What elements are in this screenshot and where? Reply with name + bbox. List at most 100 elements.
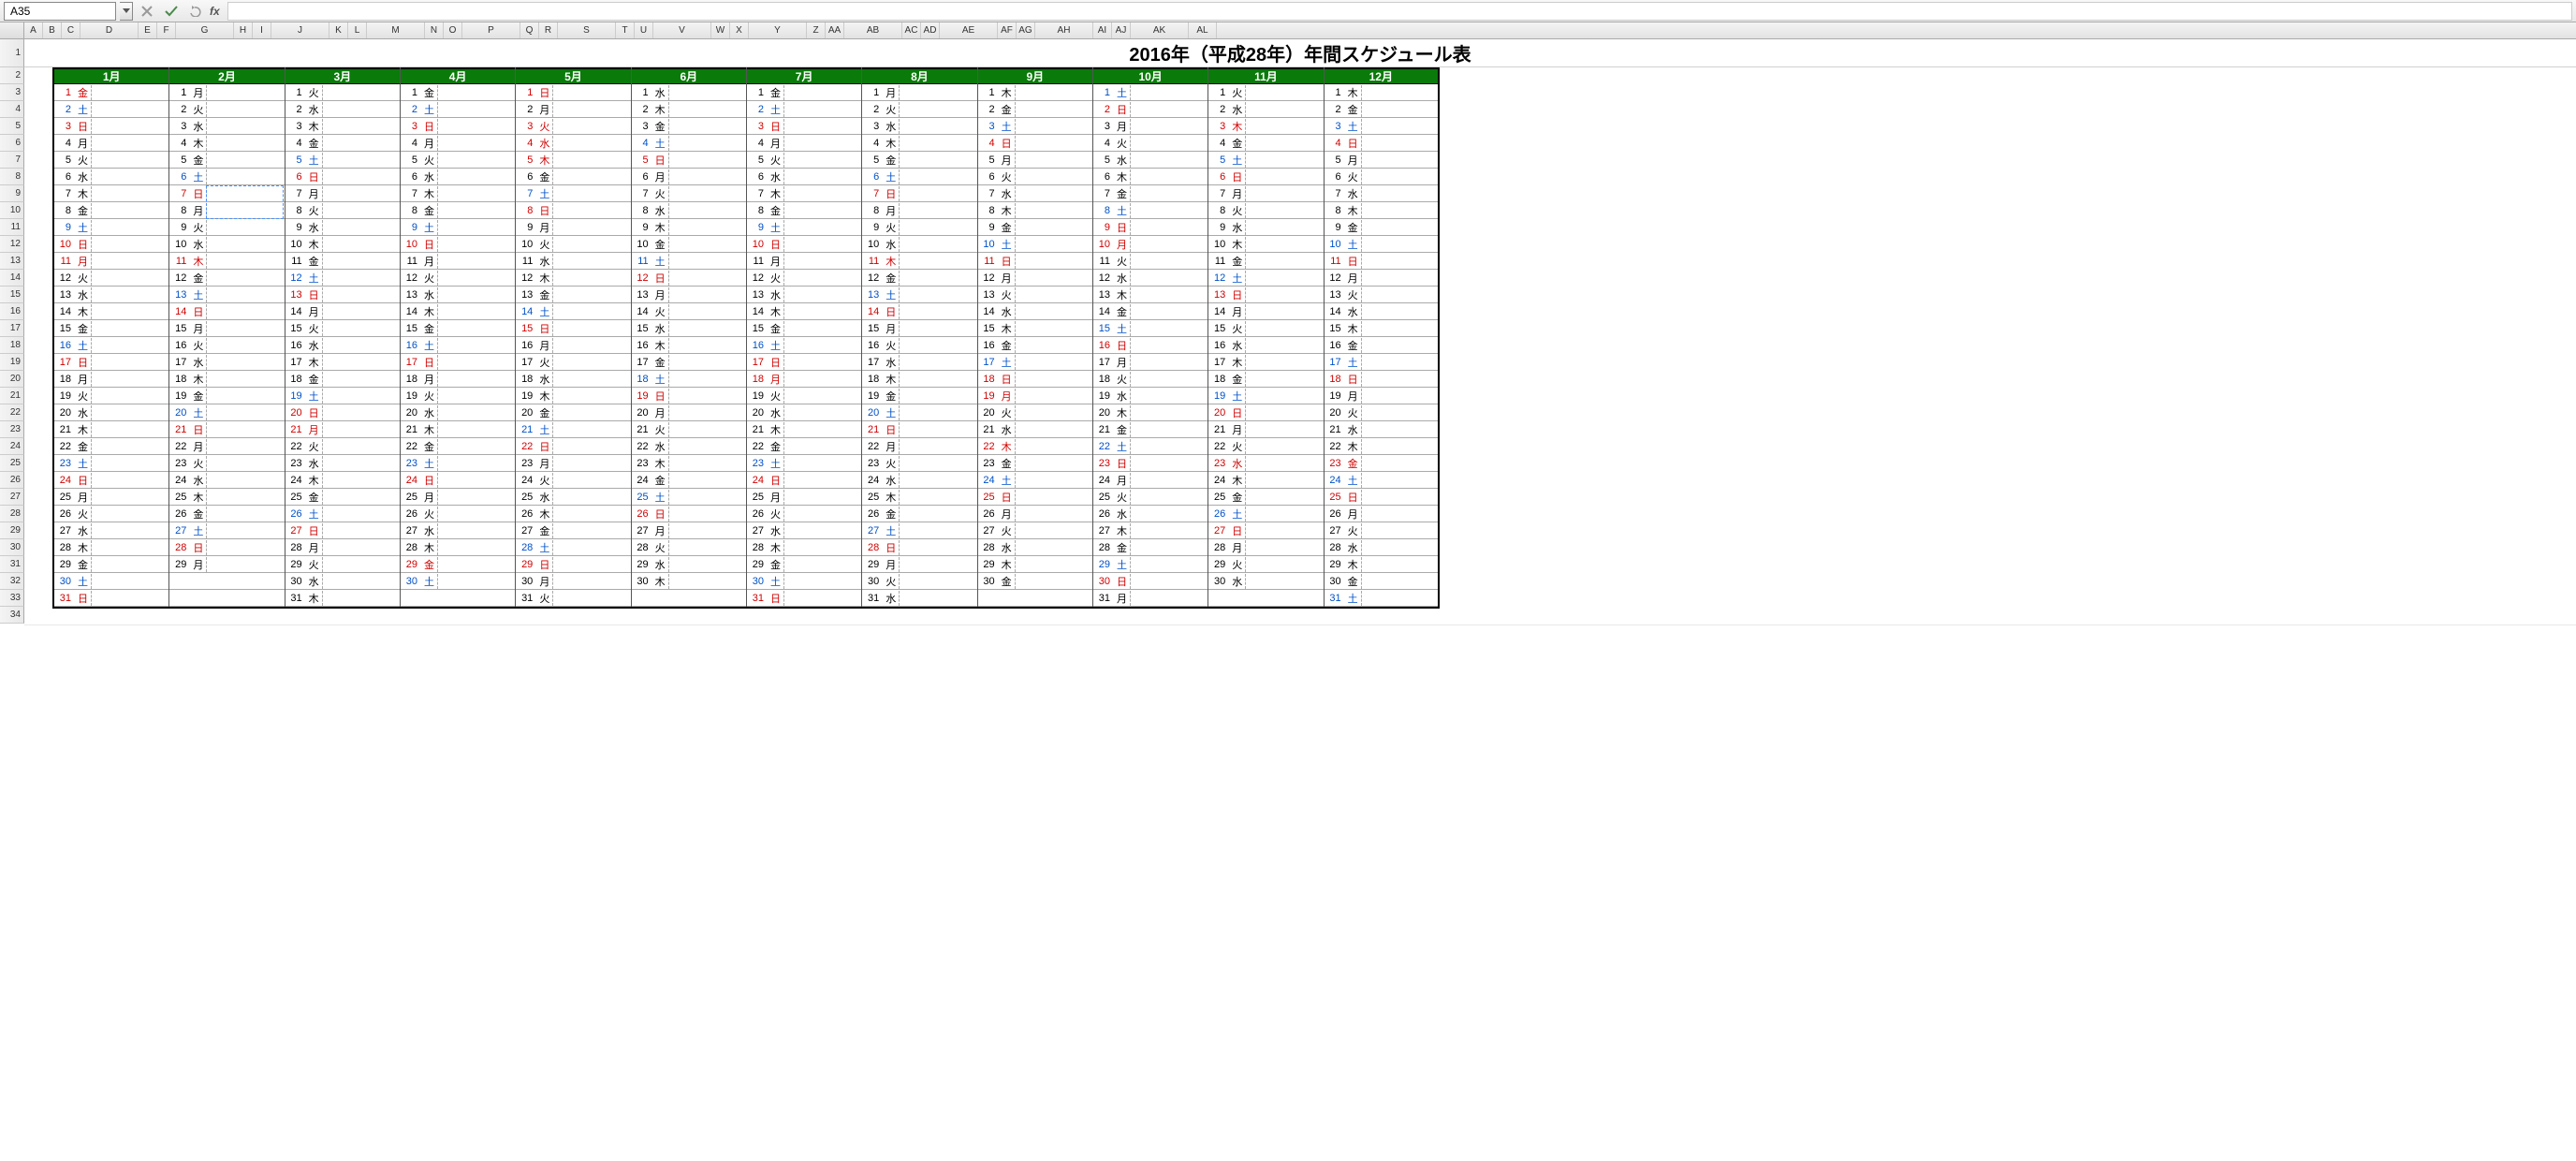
day-row[interactable]: 8火 [285, 202, 400, 219]
row-header[interactable]: 2 [0, 67, 24, 84]
day-row[interactable]: 18金 [1208, 371, 1323, 388]
day-row[interactable]: 11土 [632, 253, 746, 270]
row-header[interactable]: 17 [0, 320, 24, 337]
day-row[interactable]: 14木 [747, 303, 861, 320]
day-row[interactable]: 9火 [862, 219, 976, 236]
day-row[interactable]: 22土 [1093, 438, 1208, 455]
day-row[interactable]: 28水 [978, 539, 1092, 556]
day-row[interactable]: 23水 [1208, 455, 1323, 472]
day-row[interactable]: 15月 [862, 320, 976, 337]
cancel-button[interactable] [137, 2, 157, 21]
day-row[interactable]: 15金 [747, 320, 861, 337]
column-header[interactable]: V [653, 22, 711, 38]
column-header[interactable]: E [139, 22, 157, 38]
day-row[interactable]: 7日 [862, 185, 976, 202]
day-row[interactable]: 2木 [632, 101, 746, 118]
column-header[interactable]: J [271, 22, 329, 38]
day-row[interactable]: 13水 [54, 287, 168, 303]
day-row[interactable]: 7水 [978, 185, 1092, 202]
day-row[interactable]: 1月 [862, 84, 976, 101]
day-row[interactable]: 13水 [401, 287, 515, 303]
day-row[interactable]: 30木 [632, 573, 746, 590]
day-row[interactable]: 1木 [1325, 84, 1438, 101]
day-row[interactable]: 13金 [516, 287, 630, 303]
column-header[interactable]: AD [921, 22, 940, 38]
day-row[interactable]: 31火 [516, 590, 630, 607]
row-header[interactable]: 16 [0, 303, 24, 320]
column-header[interactable]: C [62, 22, 80, 38]
day-row[interactable]: 30土 [401, 573, 515, 590]
day-row[interactable]: 1火 [285, 84, 400, 101]
column-header[interactable]: R [539, 22, 558, 38]
day-row[interactable]: 22日 [516, 438, 630, 455]
day-row[interactable]: 14日 [169, 303, 284, 320]
day-row[interactable]: 12木 [516, 270, 630, 287]
day-row[interactable]: 16水 [285, 337, 400, 354]
day-row[interactable]: 10月 [1093, 236, 1208, 253]
select-all-corner[interactable] [0, 22, 24, 39]
day-row[interactable]: 8金 [401, 202, 515, 219]
day-row[interactable]: 11水 [516, 253, 630, 270]
day-row[interactable]: 5火 [54, 152, 168, 169]
column-header[interactable]: AE [940, 22, 998, 38]
row-header[interactable]: 23 [0, 421, 24, 438]
column-header[interactable]: AA [826, 22, 844, 38]
day-row[interactable]: 13火 [1325, 287, 1438, 303]
day-row[interactable]: 7木 [401, 185, 515, 202]
day-row[interactable]: 4水 [516, 135, 630, 152]
row-header[interactable]: 8 [0, 169, 24, 185]
day-row[interactable]: 27金 [516, 522, 630, 539]
day-row[interactable]: 7火 [632, 185, 746, 202]
day-row[interactable]: 12金 [862, 270, 976, 287]
row-header[interactable]: 21 [0, 388, 24, 404]
day-row[interactable]: 20木 [1093, 404, 1208, 421]
column-header[interactable]: W [711, 22, 730, 38]
day-row[interactable]: 21月 [1208, 421, 1323, 438]
day-row[interactable]: 26木 [516, 506, 630, 522]
day-row[interactable]: 6火 [1325, 169, 1438, 185]
row-header[interactable]: 9 [0, 185, 24, 202]
row-header[interactable]: 14 [0, 270, 24, 287]
row-header[interactable]: 32 [0, 573, 24, 590]
day-row[interactable]: 17月 [1093, 354, 1208, 371]
day-row[interactable]: 27水 [54, 522, 168, 539]
column-header[interactable]: M [367, 22, 425, 38]
day-row[interactable]: 5土 [285, 152, 400, 169]
day-row[interactable]: 6土 [169, 169, 284, 185]
day-row[interactable]: 29金 [747, 556, 861, 573]
day-row[interactable]: 28日 [862, 539, 976, 556]
day-row[interactable]: 14木 [54, 303, 168, 320]
day-row[interactable]: 16火 [169, 337, 284, 354]
fx-button[interactable]: fx [210, 5, 220, 18]
day-row[interactable]: 14土 [516, 303, 630, 320]
day-row[interactable]: 21水 [1325, 421, 1438, 438]
row-header[interactable]: 3 [0, 84, 24, 101]
day-row[interactable]: 19土 [1208, 388, 1323, 404]
day-row[interactable]: 24水 [169, 472, 284, 489]
day-row[interactable]: 19火 [54, 388, 168, 404]
day-row[interactable]: 9木 [632, 219, 746, 236]
day-row[interactable]: 19火 [401, 388, 515, 404]
day-row[interactable]: 7日 [169, 185, 284, 202]
day-row[interactable]: 26火 [401, 506, 515, 522]
day-row[interactable]: 18月 [401, 371, 515, 388]
day-row[interactable]: 8月 [169, 202, 284, 219]
day-row[interactable]: 2土 [54, 101, 168, 118]
day-row[interactable]: 4月 [747, 135, 861, 152]
day-row[interactable]: 27日 [285, 522, 400, 539]
day-row[interactable]: 5金 [862, 152, 976, 169]
day-row[interactable]: 3水 [862, 118, 976, 135]
column-header[interactable]: A [24, 22, 43, 38]
day-row[interactable] [632, 590, 746, 607]
column-header[interactable]: U [635, 22, 653, 38]
day-row[interactable]: 6水 [747, 169, 861, 185]
day-row[interactable]: 4木 [169, 135, 284, 152]
day-row[interactable]: 21木 [747, 421, 861, 438]
day-row[interactable]: 25月 [54, 489, 168, 506]
day-row[interactable]: 27土 [862, 522, 976, 539]
day-row[interactable]: 28土 [516, 539, 630, 556]
day-row[interactable]: 10土 [978, 236, 1092, 253]
day-row[interactable]: 14火 [632, 303, 746, 320]
day-row[interactable]: 21日 [862, 421, 976, 438]
day-row[interactable]: 21木 [401, 421, 515, 438]
